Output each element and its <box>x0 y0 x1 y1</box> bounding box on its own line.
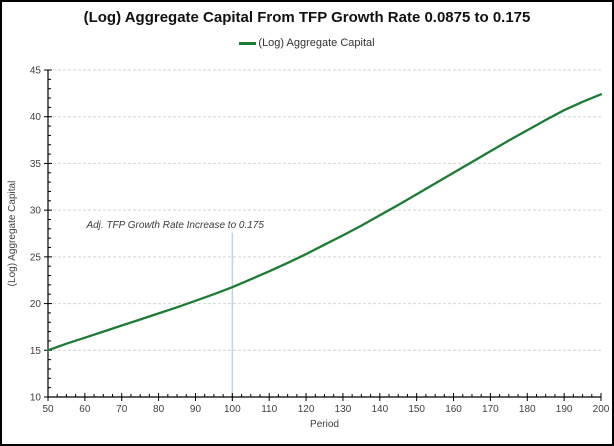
y-tick-label-30: 30 <box>30 206 42 217</box>
x-axis-title: Period <box>310 419 339 430</box>
x-tick-label-130: 130 <box>335 404 352 415</box>
chart-title: (Log) Aggregate Capital From TFP Growth … <box>83 9 531 26</box>
log-aggregate-capital-line <box>46 93 603 352</box>
y-tick-label-45: 45 <box>30 66 42 77</box>
x-tick-label-120: 120 <box>298 404 315 415</box>
x-tick-label-100: 100 <box>224 404 241 415</box>
x-tick-label-200: 200 <box>593 404 610 415</box>
x-tick-label-140: 140 <box>371 404 388 415</box>
x-tick-label-150: 150 <box>408 404 425 415</box>
y-tick-label-15: 15 <box>30 346 42 357</box>
x-tick-label-170: 170 <box>482 404 499 415</box>
axis-titles: Period (Log) Aggregate Capital <box>7 181 339 430</box>
y-axis-title: (Log) Aggregate Capital <box>7 181 18 287</box>
tick-labels: 10 15 20 25 30 35 40 45 50 60 70 80 90 100 110 120 130 14… <box>30 66 610 416</box>
legend-label: (Log) Aggregate Capital <box>258 37 375 49</box>
data-series <box>46 93 603 352</box>
annotation-text: Adj. TFP Growth Rate Increase to 0.175 <box>85 220 264 231</box>
y-tick-label-40: 40 <box>30 112 42 123</box>
x-tick-label-90: 90 <box>190 404 202 415</box>
x-tick-label-180: 180 <box>519 404 536 415</box>
x-tick-label-160: 160 <box>445 404 462 415</box>
x-tick-label-190: 190 <box>556 404 573 415</box>
x-tick-label-50: 50 <box>42 404 54 415</box>
legend-line-marker <box>239 41 257 45</box>
y-tick-label-35: 35 <box>30 159 42 170</box>
gridlines <box>48 69 601 351</box>
x-tick-label-70: 70 <box>116 404 128 415</box>
annotation-group: Adj. TFP Growth Rate Increase to 0.175 <box>85 220 264 231</box>
legend: (Log) Aggregate Capital <box>2 37 612 49</box>
y-tick-label-10: 10 <box>30 393 42 404</box>
x-tick-label-80: 80 <box>153 404 165 415</box>
axes <box>44 69 602 401</box>
x-tick-label-110: 110 <box>261 404 277 415</box>
y-tick-label-25: 25 <box>30 252 42 263</box>
y-tick-label-20: 20 <box>30 299 42 310</box>
x-tick-label-60: 60 <box>79 404 91 415</box>
